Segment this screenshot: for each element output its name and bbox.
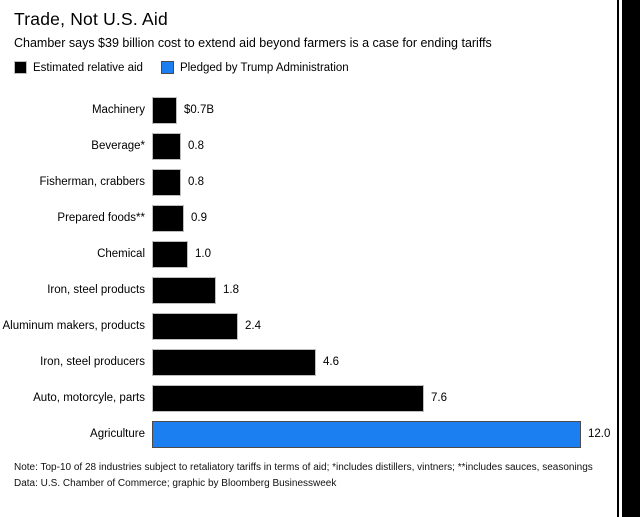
chart-subtitle: Chamber says $39 billion cost to extend …: [14, 36, 492, 50]
value-label: 12.0: [588, 428, 611, 440]
bar: [152, 348, 316, 376]
category-label: Machinery: [91, 104, 145, 116]
value-label: $0.7B: [184, 104, 215, 116]
chart-row: Machinery $0.7B: [0, 92, 640, 128]
chart-row: Beverage* 0.8: [0, 128, 640, 164]
bar: [152, 276, 216, 304]
bar: [152, 240, 188, 268]
chart-row: Iron, steel producers 4.6: [0, 344, 640, 380]
bar: [152, 420, 581, 448]
category-label: Beverage*: [91, 140, 145, 152]
bar: [152, 96, 177, 124]
chart-row: Auto, motorcyle, parts 7.6: [0, 380, 640, 416]
value-label: 0.8: [188, 176, 204, 188]
value-label: 1.8: [223, 284, 239, 296]
category-label: Iron, steel producers: [40, 356, 145, 368]
legend-swatch: [14, 61, 27, 74]
legend-label: Estimated relative aid: [33, 61, 143, 74]
bar-chart: Machinery $0.7B Beverage* 0.8 Fisherman, cra…: [0, 92, 640, 452]
category-label: Fisherman, crabbers: [39, 176, 145, 188]
category-label: Auto, motorcyle, parts: [33, 392, 145, 404]
category-label: Chemical: [97, 248, 145, 260]
chart-row: Fisherman, crabbers 0.8: [0, 164, 640, 200]
value-label: 4.6: [323, 356, 339, 368]
chart-row: Agriculture 12.0: [0, 416, 640, 452]
page-title: Trade, Not U.S. Aid: [14, 9, 168, 29]
source-line: Data: U.S. Chamber of Commerce; graphic …: [14, 478, 337, 489]
value-label: 0.8: [188, 140, 204, 152]
bar: [152, 312, 238, 340]
category-label: Aluminum makers, products: [2, 320, 145, 332]
legend-swatch: [160, 61, 174, 74]
legend-item: Pledged by Trump Administration: [160, 61, 349, 74]
footnote: Note: Top-10 of 28 industries subject to…: [14, 462, 593, 473]
bar: [152, 168, 181, 196]
window-edge-strip: [622, 0, 640, 517]
value-label: 1.0: [195, 248, 211, 260]
value-label: 2.4: [245, 320, 261, 332]
category-label: Prepared foods**: [57, 212, 145, 224]
legend: Estimated relative aid Pledged by Trump A…: [14, 61, 640, 74]
category-label: Agriculture: [90, 428, 145, 440]
chart-row: Aluminum makers, products 2.4: [0, 308, 640, 344]
legend-label: Pledged by Trump Administration: [179, 61, 349, 74]
bar: [152, 132, 181, 160]
value-label: 7.6: [431, 392, 447, 404]
chart-row: Prepared foods** 0.9: [0, 200, 640, 236]
window-edge-line: [617, 0, 619, 517]
legend-item: Estimated relative aid: [14, 61, 143, 74]
chart-row: Iron, steel products 1.8: [0, 272, 640, 308]
category-label: Iron, steel products: [47, 284, 145, 296]
chart-row: Chemical 1.0: [0, 236, 640, 272]
bar: [152, 384, 424, 412]
value-label: 0.9: [191, 212, 207, 224]
bar: [152, 204, 184, 232]
